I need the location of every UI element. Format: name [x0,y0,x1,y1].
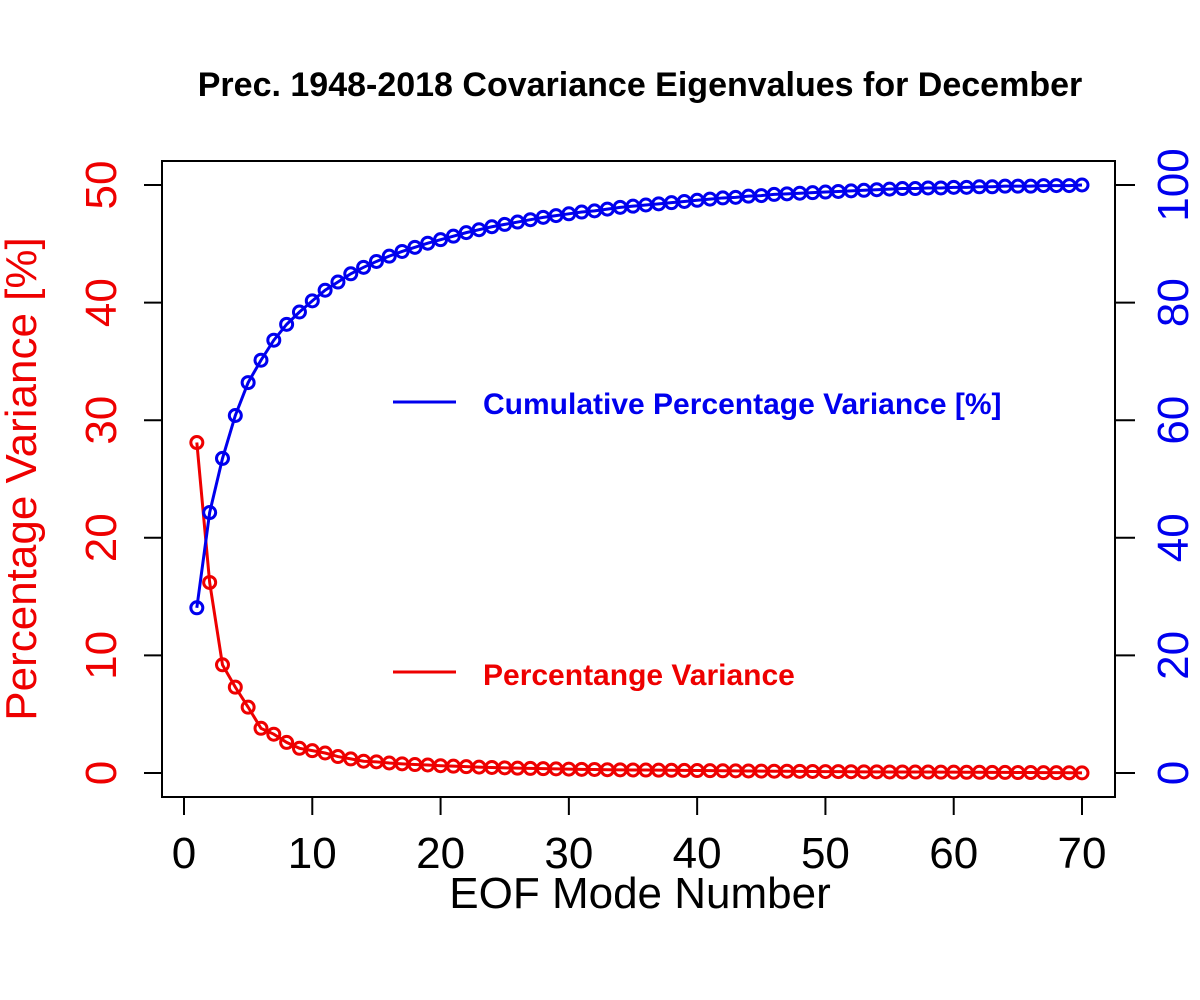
data-point [291,304,307,320]
series-percentage-variance [189,435,1090,781]
series-cumulative-variance [189,177,1090,616]
y-axis-right: 0 20 40 60 80 100 [1114,148,1198,785]
chart-title: Prec. 1948-2018 Covariance Eigenvalues f… [198,66,1082,104]
data-point [214,657,230,673]
x-tick-label: 50 [801,829,850,878]
data-point [407,239,423,255]
y-right-tick-label: 60 [1149,396,1198,445]
data-point [279,734,295,750]
data-point [253,352,269,368]
data-point [368,253,384,269]
data-point [266,726,282,742]
legend: Cumulative Percentage Variance [%] Perce… [393,388,1002,692]
y-left-tick-label: 30 [77,396,126,445]
data-point [253,720,269,736]
y-axis-left: 0 10 20 30 40 50 [77,161,163,785]
data-point [227,679,243,695]
x-tick-label: 70 [1058,829,1107,878]
data-point [189,600,205,616]
x-tick-label: 40 [673,829,722,878]
y-left-tick-label: 0 [77,761,126,785]
x-tick-label: 0 [172,829,196,878]
data-point [202,505,218,521]
data-point [343,266,359,282]
y-right-tick-label: 40 [1149,513,1198,562]
x-tick-label: 30 [544,829,593,878]
data-point [1074,177,1090,193]
y-left-tick-label: 20 [77,513,126,562]
data-point [240,699,256,715]
data-point [227,407,243,423]
y-left-tick-label: 10 [77,631,126,680]
data-point [330,274,346,290]
y-right-tick-label: 20 [1149,631,1198,680]
x-tick-label: 60 [929,829,978,878]
data-point [266,332,282,348]
legend-label-percentage: Percentange Variance [483,659,795,692]
data-point [433,232,449,248]
data-point [381,248,397,264]
data-point [1074,765,1090,781]
data-point [394,243,410,259]
data-point [445,228,461,244]
data-point [214,450,230,466]
data-point [304,293,320,309]
x-tick-label: 20 [416,829,465,878]
data-point [317,745,333,761]
data-point [189,435,205,451]
data-point [279,316,295,332]
y-left-tick-label: 50 [77,161,126,210]
y-axis-left-label: Percentage Variance [%] [0,237,46,720]
x-tick-label: 10 [288,829,337,878]
data-point [420,235,436,251]
data-point [240,375,256,391]
legend-label-cumulative: Cumulative Percentage Variance [%] [483,388,1002,421]
x-axis-label: EOF Mode Number [449,869,830,918]
y-right-tick-label: 100 [1149,148,1198,221]
x-axis: 0 10 20 30 40 50 60 70 [172,796,1107,878]
y-right-tick-label: 80 [1149,278,1198,327]
data-point [317,282,333,298]
series-layer [189,177,1090,781]
data-point [356,259,372,275]
data-point [202,574,218,590]
y-left-tick-label: 40 [77,278,126,327]
y-right-tick-label: 0 [1149,761,1198,785]
